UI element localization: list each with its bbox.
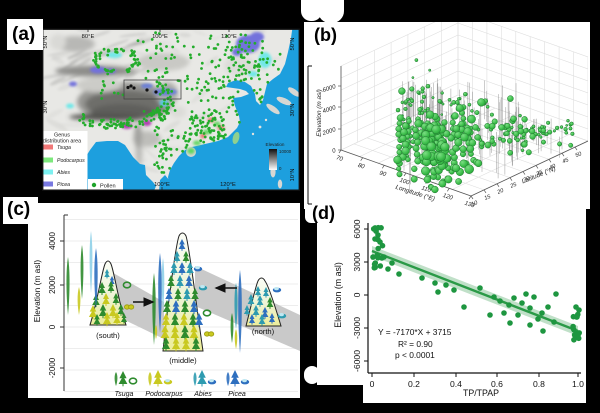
svg-text:100°E: 100°E: [154, 182, 170, 188]
svg-text:0.4: 0.4: [450, 379, 462, 389]
svg-text:45: 45: [562, 157, 571, 165]
svg-text:80°E: 80°E: [82, 34, 95, 40]
svg-text:15: 15: [484, 194, 493, 202]
svg-text:distribution area: distribution area: [43, 139, 81, 145]
svg-text:R² = 0.90: R² = 0.90: [398, 339, 433, 349]
svg-text:p < 0.0001: p < 0.0001: [395, 350, 435, 360]
svg-text:Pollen: Pollen: [100, 184, 116, 190]
svg-text:2000: 2000: [48, 276, 57, 294]
svg-text:TP/TPAP: TP/TPAP: [463, 388, 499, 398]
svg-text:0: 0: [48, 324, 57, 329]
svg-text:-6000: -6000: [352, 350, 362, 372]
svg-text:25: 25: [509, 181, 519, 190]
svg-text:90: 90: [379, 170, 388, 178]
svg-text:Podocarpus: Podocarpus: [145, 391, 183, 398]
svg-text:3000: 3000: [352, 252, 362, 271]
svg-text:6000: 6000: [322, 84, 337, 94]
svg-text:-3000: -3000: [352, 317, 362, 339]
svg-text:120°E: 120°E: [220, 182, 236, 188]
svg-text:0.2: 0.2: [408, 379, 420, 389]
svg-text:(south): (south): [96, 331, 120, 340]
svg-text:120°E: 120°E: [221, 34, 237, 40]
svg-text:0: 0: [332, 148, 338, 155]
svg-text:Elevation: Elevation: [266, 142, 285, 147]
svg-text:Elevation (m asl): Elevation (m asl): [316, 89, 323, 137]
svg-text:2000: 2000: [321, 127, 337, 137]
svg-text:50°N: 50°N: [43, 36, 49, 49]
svg-text:10°N: 10°N: [290, 169, 296, 182]
svg-text:100°E: 100°E: [152, 34, 168, 40]
svg-text:6000: 6000: [352, 219, 362, 238]
svg-text:0: 0: [352, 292, 362, 297]
svg-text:Tsuga: Tsuga: [57, 145, 71, 151]
svg-text:110: 110: [421, 185, 433, 194]
svg-text:40: 40: [549, 163, 558, 171]
svg-text:100: 100: [399, 178, 411, 187]
svg-text:50°N: 50°N: [290, 38, 296, 51]
svg-text:0.6: 0.6: [491, 379, 503, 389]
svg-text:(north): (north): [252, 327, 275, 336]
svg-text:(b): (b): [314, 25, 337, 45]
svg-text:(d): (d): [312, 203, 335, 223]
svg-text:130: 130: [464, 201, 476, 208]
svg-text:Abies: Abies: [56, 170, 70, 176]
svg-text:70: 70: [335, 155, 344, 163]
svg-text:Picea: Picea: [57, 182, 70, 188]
svg-text:4000: 4000: [322, 105, 337, 115]
svg-text:4000: 4000: [48, 232, 57, 250]
svg-text:Tsuga: Tsuga: [115, 391, 134, 398]
svg-text:120: 120: [442, 193, 454, 202]
svg-text:0.8: 0.8: [533, 379, 545, 389]
svg-text:Y = -7170*X + 3715: Y = -7170*X + 3715: [378, 327, 452, 337]
svg-text:30°N: 30°N: [290, 104, 296, 117]
svg-text:10: 10: [471, 200, 480, 208]
svg-text:0: 0: [370, 379, 375, 389]
svg-text:10000: 10000: [279, 149, 292, 154]
svg-text:Genus: Genus: [54, 133, 70, 139]
svg-text:(middle): (middle): [169, 356, 197, 365]
svg-text:30: 30: [523, 175, 532, 183]
svg-text:1.0: 1.0: [572, 379, 584, 389]
svg-text:Abies: Abies: [193, 391, 212, 398]
svg-text:Podocarpus: Podocarpus: [57, 158, 85, 164]
svg-text:0: 0: [279, 166, 282, 171]
svg-text:Elevation (m asl): Elevation (m asl): [32, 260, 42, 323]
svg-text:50: 50: [575, 151, 584, 159]
svg-text:35: 35: [536, 169, 545, 177]
svg-text:-2000: -2000: [48, 357, 57, 378]
svg-text:Picea: Picea: [228, 391, 246, 398]
svg-text:20: 20: [496, 188, 506, 197]
svg-text:80: 80: [357, 163, 366, 171]
svg-text:30°N: 30°N: [43, 101, 49, 114]
svg-text:Elevation (m asl): Elevation (m asl): [333, 262, 343, 328]
